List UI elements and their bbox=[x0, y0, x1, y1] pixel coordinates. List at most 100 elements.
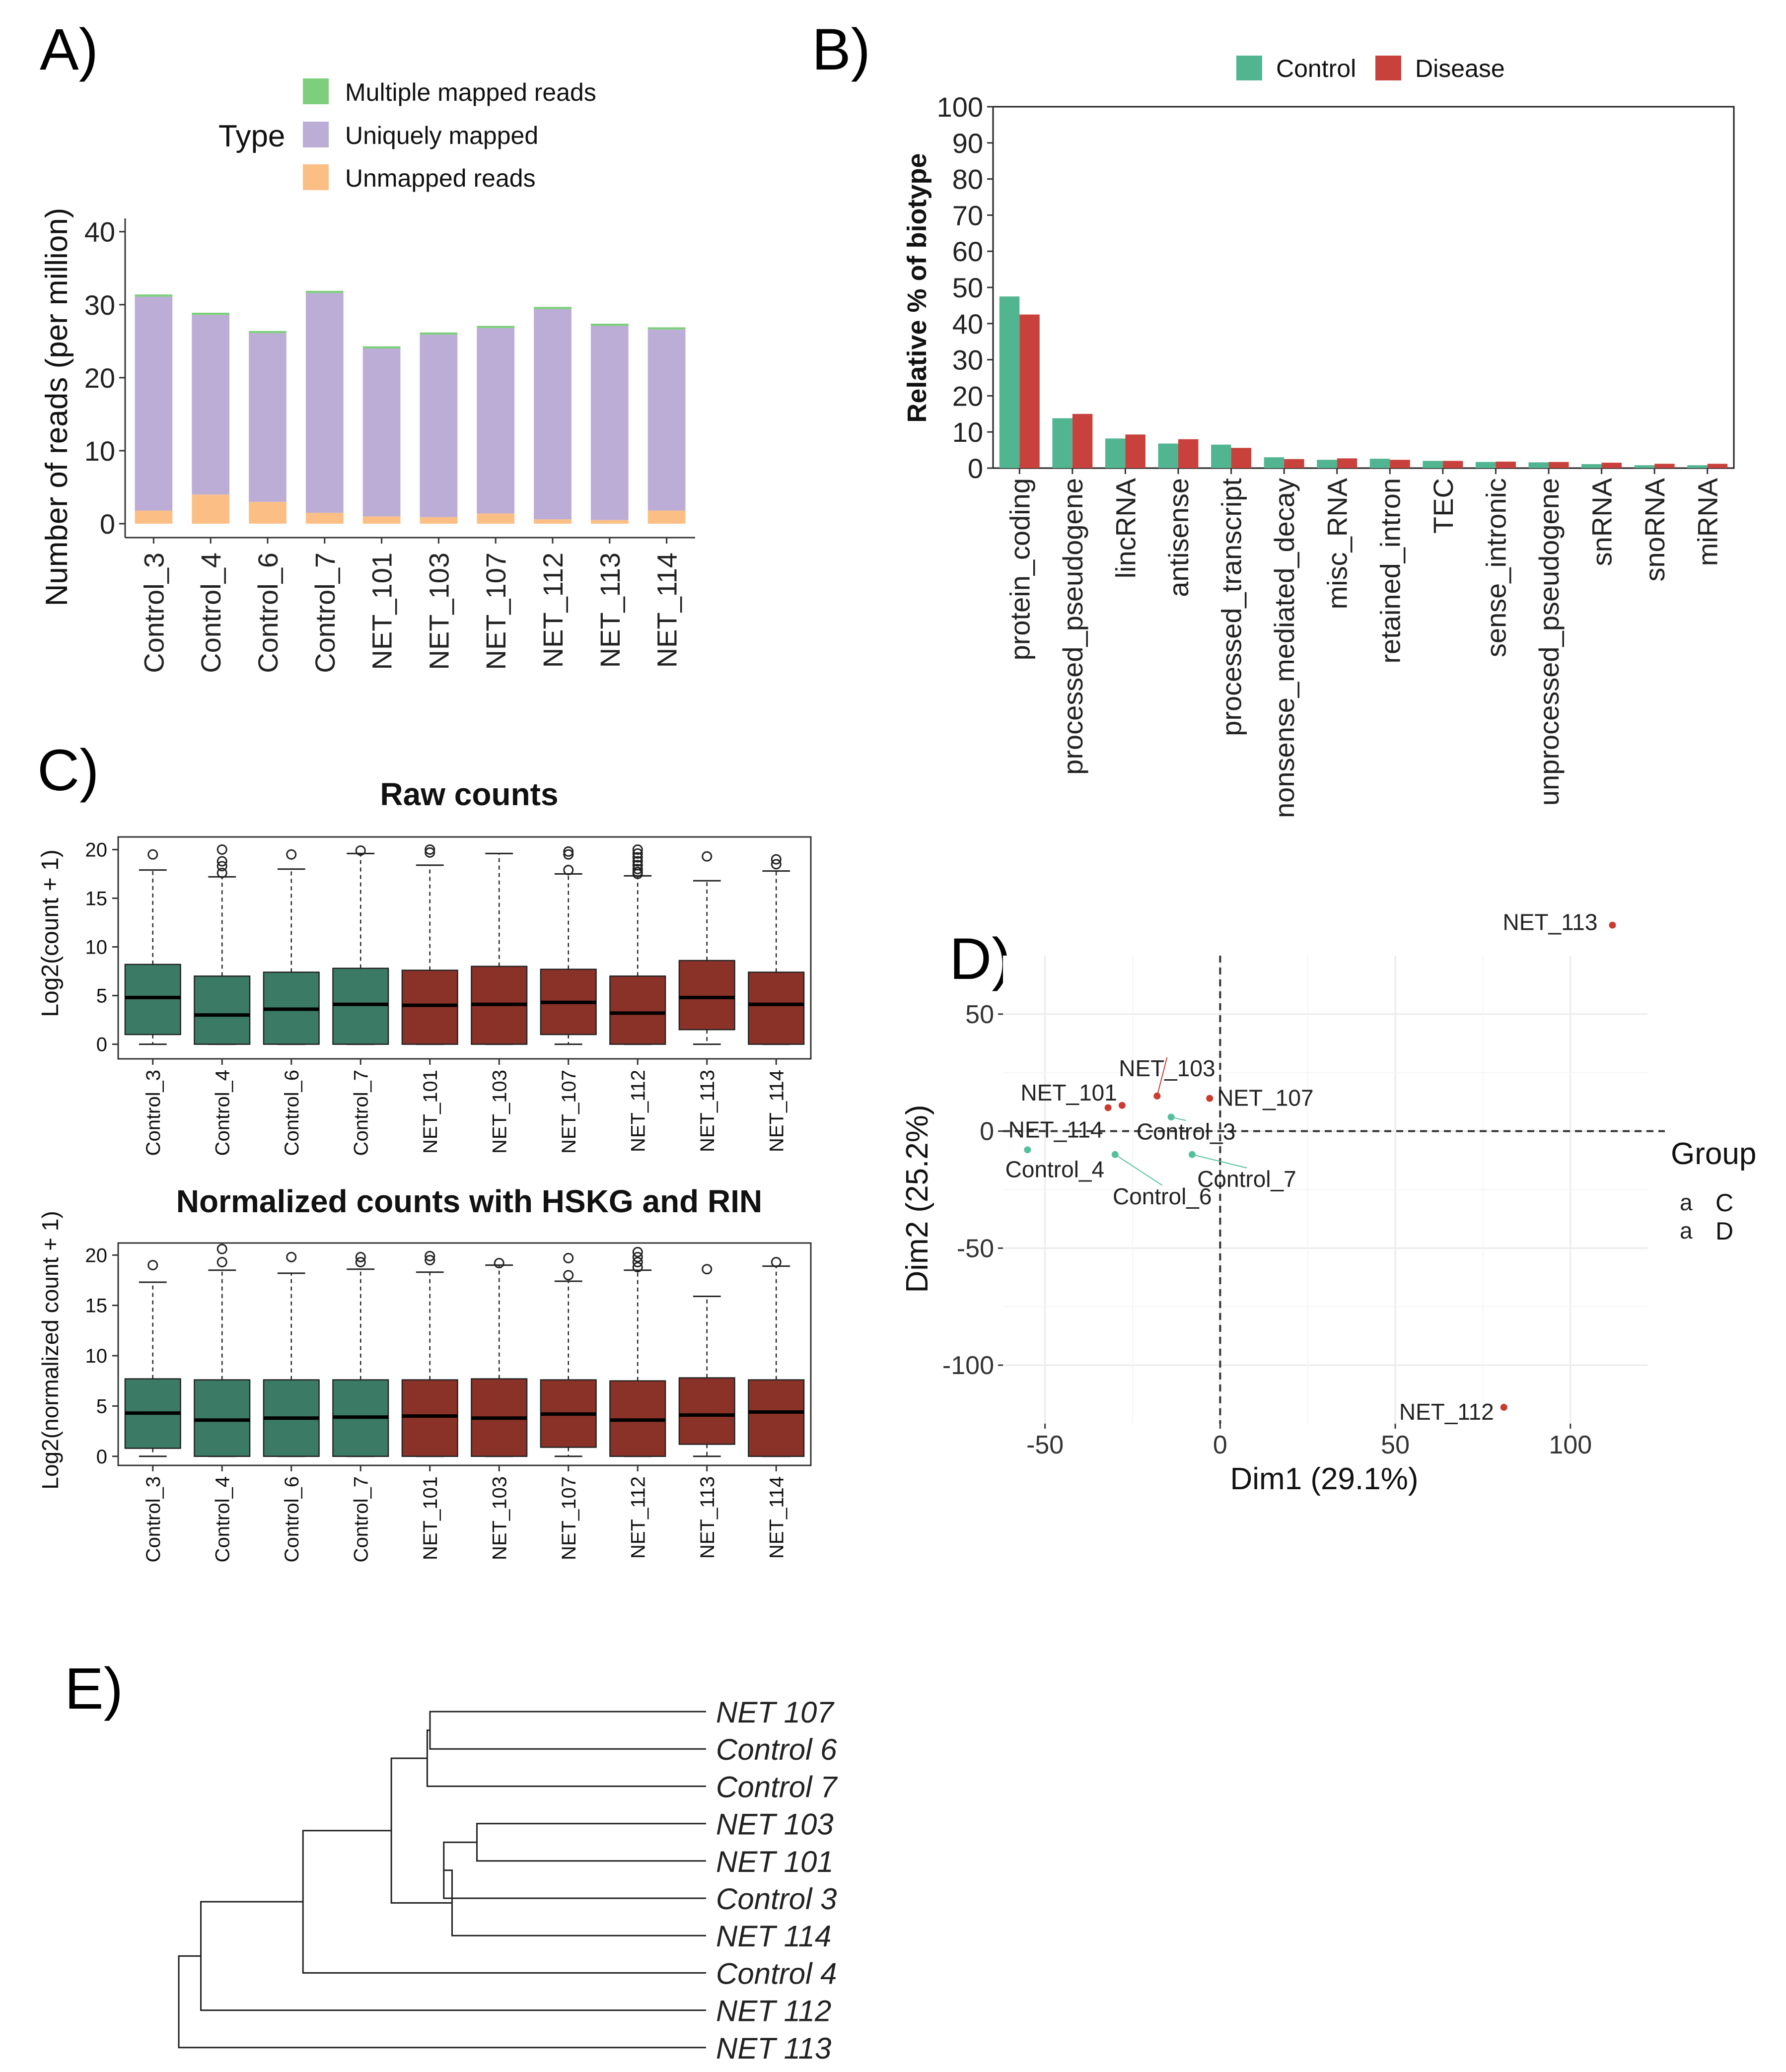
panel-b-x-tick-label: retained_intron bbox=[1374, 478, 1406, 664]
bar-control bbox=[1264, 457, 1285, 468]
box-iqr bbox=[194, 975, 251, 1045]
box-x-tick-label: Control_3 bbox=[143, 1070, 164, 1156]
bar-disease bbox=[1442, 461, 1463, 468]
box-outlier bbox=[216, 1257, 227, 1268]
box-iqr bbox=[678, 960, 735, 1031]
normalized-counts-plot: 0 5 10 15 20 Control_3 Control_4 Control_6 Contr… bbox=[85, 1242, 812, 1562]
panel-b-x-tick-label: processed_transcript bbox=[1216, 478, 1247, 736]
panel-a-legend-title: Type bbox=[218, 119, 285, 153]
box-outlier bbox=[286, 1251, 297, 1262]
bar-control bbox=[1105, 438, 1126, 468]
panel-b-x-tick-label: nonsense_mediated_decay bbox=[1269, 478, 1300, 818]
box-x-tick-label: Control_6 bbox=[281, 1070, 303, 1156]
bar-segment-multiple-mapped-reads bbox=[249, 331, 286, 334]
panel-b-y-tick-label: 50 bbox=[952, 272, 983, 303]
panel-b-y-tick-label: 0 bbox=[968, 453, 983, 484]
raw-counts-plot: 0 5 10 15 20 Control_3 Control_4 Control_6 Contr… bbox=[85, 836, 812, 1156]
pca-point bbox=[1206, 1095, 1214, 1102]
bar-control bbox=[1317, 460, 1337, 468]
pca-legend-key-d: a bbox=[1680, 1218, 1693, 1243]
bar-disease bbox=[1549, 462, 1569, 468]
pca-x-axis-title: Dim1 (29.1%) bbox=[1230, 1462, 1419, 1496]
panel-a-x-tick-label: Control_6 bbox=[252, 553, 284, 673]
raw-counts-y-axis-title: Log2(count + 1) bbox=[37, 849, 64, 1017]
box-outlier bbox=[147, 849, 158, 860]
bar-segment-uniquely-mapped bbox=[590, 326, 629, 520]
panel-a-y-tick-label: 30 bbox=[84, 289, 115, 321]
dendrogram-branch bbox=[200, 1901, 706, 2011]
bar-segment-unmapped-reads bbox=[590, 520, 629, 524]
box-x-tick-label: NET_101 bbox=[420, 1070, 441, 1154]
box-iqr bbox=[678, 1377, 735, 1445]
bar-segment-unmapped-reads bbox=[362, 516, 401, 524]
pca-point bbox=[1118, 1102, 1126, 1109]
bar-segment-uniquely-mapped bbox=[249, 333, 286, 502]
pca-point-label: NET_112 bbox=[1399, 1399, 1494, 1425]
panel-a-y-tick-label: 0 bbox=[100, 508, 115, 540]
box-outlier bbox=[425, 844, 435, 855]
panel-a-x-tick-label: NET_107 bbox=[480, 553, 511, 670]
box-outlier bbox=[632, 848, 643, 859]
box-outlier bbox=[632, 852, 643, 863]
box-x-tick-label: NET_112 bbox=[627, 1476, 649, 1559]
box-outlier bbox=[632, 1257, 643, 1268]
bar-disease bbox=[1284, 459, 1304, 468]
box-outlier bbox=[286, 849, 297, 860]
panel-b-x-tick-label: lincRNA bbox=[1110, 478, 1141, 578]
bar-control bbox=[1581, 464, 1602, 468]
pca-y-tick-label: 0 bbox=[980, 1117, 994, 1146]
box-iqr bbox=[401, 969, 458, 1045]
box-outlier bbox=[216, 868, 227, 879]
box-outlier bbox=[563, 865, 574, 876]
box-iqr bbox=[401, 1379, 458, 1457]
box-outlier bbox=[355, 1257, 366, 1268]
bar-disease bbox=[1707, 464, 1728, 468]
box-x-tick-label: Control_4 bbox=[212, 1070, 233, 1156]
normalized-counts-y-axis-title: Log2(normalized count + 1) bbox=[37, 1211, 63, 1489]
panel-b-y-tick-label: 10 bbox=[952, 416, 983, 448]
box-y-tick-label: 10 bbox=[85, 1345, 108, 1367]
bar-segment-unmapped-reads bbox=[647, 510, 686, 524]
panel-a-x-tick-label: NET_113 bbox=[594, 553, 626, 668]
pca-point-label: NET_103 bbox=[1119, 1055, 1215, 1081]
pca-y-tick-label: -100 bbox=[942, 1351, 994, 1380]
box-outlier bbox=[632, 867, 643, 878]
bar-disease bbox=[1178, 439, 1199, 468]
pca-x-tick-label: 0 bbox=[1213, 1431, 1227, 1459]
box-outlier bbox=[216, 856, 227, 867]
panel-b-frame bbox=[992, 106, 1735, 469]
box-x-tick-label: Control_3 bbox=[143, 1476, 164, 1562]
dendrogram-leaf-label: NET 114 bbox=[716, 1920, 831, 1953]
pca-point-label: Control_6 bbox=[1113, 1183, 1212, 1209]
dendrogram-branch bbox=[426, 1729, 706, 1787]
box-x-tick-label: NET_112 bbox=[627, 1070, 649, 1152]
dendrogram-branch bbox=[443, 1841, 706, 1899]
panel-a-x-tick-label: Control_3 bbox=[138, 553, 169, 673]
panel-b-y-tick-label: 70 bbox=[952, 200, 983, 231]
pca-x-tick-label: 50 bbox=[1381, 1431, 1410, 1459]
box-outlier bbox=[216, 844, 227, 855]
bar-control bbox=[1369, 459, 1390, 468]
bar-control bbox=[1634, 465, 1655, 468]
bar-control bbox=[1475, 462, 1496, 468]
legend-label-control: Control bbox=[1276, 55, 1356, 82]
pca-legend-label-c: C bbox=[1715, 1189, 1733, 1217]
panel-d: D) Dim1 (29.1%) Dim2 (25.2%) Group a a C… bbox=[900, 909, 1756, 1496]
box-frame bbox=[117, 1242, 812, 1466]
box-outlier bbox=[563, 1270, 574, 1281]
bar-segment-uniquely-mapped bbox=[305, 293, 344, 513]
bar-segment-multiple-mapped-reads bbox=[192, 312, 230, 315]
panel-b-plot: 0 10 20 30 40 50 60 70 80 90 100 protein_coding proc… bbox=[937, 91, 1735, 818]
pca-point-label: NET_114 bbox=[1008, 1116, 1103, 1142]
bar-segment-multiple-mapped-reads bbox=[135, 294, 173, 297]
panel-b-x-tick-label: antisense bbox=[1163, 478, 1194, 597]
box-x-tick-label: NET_107 bbox=[558, 1070, 580, 1154]
panel-b-x-tick-label: miRNA bbox=[1692, 478, 1723, 566]
dendrogram-branch bbox=[476, 1823, 706, 1862]
panel-b-y-tick-label: 40 bbox=[952, 308, 983, 340]
panel-a-label: A) bbox=[40, 17, 98, 82]
box-x-tick-label: NET_114 bbox=[766, 1070, 787, 1152]
legend-label-unique: Uniquely mapped bbox=[345, 122, 538, 149]
bar-control bbox=[1052, 418, 1072, 468]
